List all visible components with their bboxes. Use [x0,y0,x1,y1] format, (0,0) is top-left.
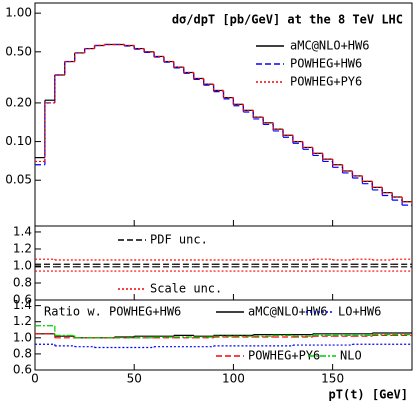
hist-connector [54,344,354,348]
legend-label: NLO [340,349,362,363]
panel-title: Ratio w. POWHEG+HW6 [44,305,181,319]
y-tick-label: 0.6 [13,363,32,377]
y-tick-label: 1.0 [13,258,32,272]
y-tick-label: 1.0 [13,330,32,344]
y-tick-label: 0.50 [5,44,32,58]
legend-label: POWHEG+PY6 [248,349,320,363]
y-tick-label: 1.2 [13,241,32,255]
legend-label: PDF unc. [150,233,208,247]
legend-label: Scale unc. [150,282,222,296]
chart-title: dσ/dpT [pb/GeV] at the 8 TeV LHC [172,13,403,27]
hist-connector [54,333,373,338]
y-tick-label: 1.4 [13,298,32,312]
legend-label: aMC@NLO+HW6 [248,305,327,319]
hist-connector [54,259,393,261]
hist-connector [54,325,373,338]
y-tick-label: 1.4 [13,224,32,238]
y-tick-label: 1.2 [13,314,32,328]
x-tick-label: 150 [321,372,344,386]
x-axis-label: pT(t) [GeV] [329,388,408,402]
panel-frame [34,2,413,227]
hist-connector [44,44,403,202]
y-tick-label: 0.20 [5,95,32,109]
legend-label: aMC@NLO+HW6 [290,39,369,53]
legend-label: POWHEG+PY6 [290,75,362,89]
legend-label: LO+HW6 [338,305,381,319]
panel-frame [34,225,413,301]
y-tick-label: 0.6 [13,293,32,307]
y-tick-label: 1.00 [5,6,32,20]
y-tick-label: 0.05 [5,173,32,187]
y-tick-label: 0.8 [13,346,32,360]
x-tick-label: 50 [127,372,142,386]
x-tick-label: 0 [31,372,39,386]
y-tick-label: 0.10 [5,134,32,148]
legend-label: POWHEG+HW6 [290,57,362,71]
x-tick-label: 100 [222,372,245,386]
y-tick-label: 0.8 [13,275,32,289]
